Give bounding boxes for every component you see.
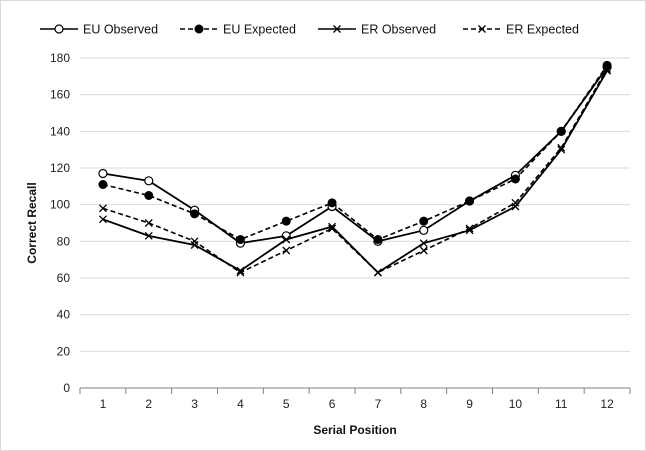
data-point <box>236 268 245 277</box>
y-axis-title: Correct Recall <box>25 182 39 263</box>
gridlines <box>80 57 630 352</box>
data-point <box>557 145 566 154</box>
legend-label: EU Expected <box>223 23 296 37</box>
legend: EU Observed EU Expected ER Observed ER Expe… <box>40 23 579 37</box>
data-point <box>419 239 428 248</box>
y-tick-label: 80 <box>57 234 71 248</box>
data-point <box>465 196 475 206</box>
data-point <box>373 268 382 277</box>
legend-label: ER Observed <box>361 23 436 37</box>
y-tick-label: 0 <box>63 381 70 395</box>
data-point <box>144 219 153 227</box>
x-tick-label: 1 <box>100 397 107 411</box>
y-tick-label: 40 <box>57 308 71 322</box>
series-er-observed <box>98 66 612 277</box>
data-point <box>511 202 520 211</box>
data-point <box>236 266 245 275</box>
x-tick-label: 2 <box>145 397 152 411</box>
data-point <box>557 143 566 152</box>
series-line-eu-observed <box>102 66 608 245</box>
data-point <box>328 224 337 233</box>
legend-marker <box>54 24 64 34</box>
series-line-eu-expected <box>102 64 608 241</box>
series-line-er-expected <box>102 68 608 274</box>
data-point <box>235 235 245 244</box>
x-tick-label: 12 <box>600 397 614 411</box>
data-point <box>98 180 108 189</box>
y-tick-label: 140 <box>50 124 70 138</box>
data-point <box>144 231 153 240</box>
x-tick-label: 11 <box>555 397 568 411</box>
series-group <box>98 60 612 277</box>
data-point <box>510 174 520 184</box>
x-tick-label: 5 <box>283 397 290 411</box>
data-point <box>98 168 108 179</box>
data-point <box>98 204 107 213</box>
legend-item-er-observed: ER Observed <box>318 23 436 37</box>
legend-label: EU Observed <box>83 23 158 37</box>
legend-marker <box>194 24 204 34</box>
x-tick-label: 9 <box>466 397 473 411</box>
data-point <box>190 237 199 246</box>
y-tick-label: 120 <box>50 161 70 175</box>
y-tick-label: 20 <box>57 344 71 358</box>
data-point <box>282 235 291 244</box>
data-point <box>373 235 383 244</box>
series-eu-observed <box>98 62 612 248</box>
x-tick-label: 7 <box>375 397 382 411</box>
x-tick-label: 3 <box>191 397 198 411</box>
data-point <box>419 246 428 255</box>
data-point <box>281 216 291 226</box>
series-er-expected <box>98 65 612 277</box>
legend-label: ER Expected <box>506 23 579 37</box>
data-point <box>465 224 474 233</box>
data-point <box>98 215 107 224</box>
legend-marker <box>333 25 341 33</box>
x-tick-label: 6 <box>329 397 336 411</box>
y-tick-label: 180 <box>50 51 70 65</box>
data-point <box>603 65 612 73</box>
data-point <box>190 209 200 219</box>
data-point <box>282 246 291 255</box>
legend-item-eu-observed: EU Observed <box>40 23 158 37</box>
legend-item-er-expected: ER Expected <box>463 23 579 37</box>
y-tick-label: 100 <box>50 198 70 212</box>
y-tick-label: 60 <box>57 271 71 285</box>
series-eu-expected <box>98 60 612 244</box>
x-tick-label: 4 <box>237 397 244 411</box>
data-point <box>511 198 520 207</box>
data-point <box>327 198 337 208</box>
series-line-er-observed <box>102 70 608 274</box>
legend-marker <box>478 25 486 33</box>
x-tick-label: 10 <box>509 397 523 411</box>
legend-item-eu-expected: EU Expected <box>180 23 296 37</box>
data-point <box>603 66 612 75</box>
x-axis-title: Serial Position <box>313 423 396 437</box>
data-point <box>144 176 154 186</box>
data-point <box>465 226 474 235</box>
data-point <box>419 225 429 235</box>
data-point <box>144 191 154 200</box>
x-tick-label: 8 <box>420 397 427 411</box>
data-point <box>556 126 566 136</box>
data-point <box>419 216 429 226</box>
y-tick-label: 160 <box>50 88 70 102</box>
